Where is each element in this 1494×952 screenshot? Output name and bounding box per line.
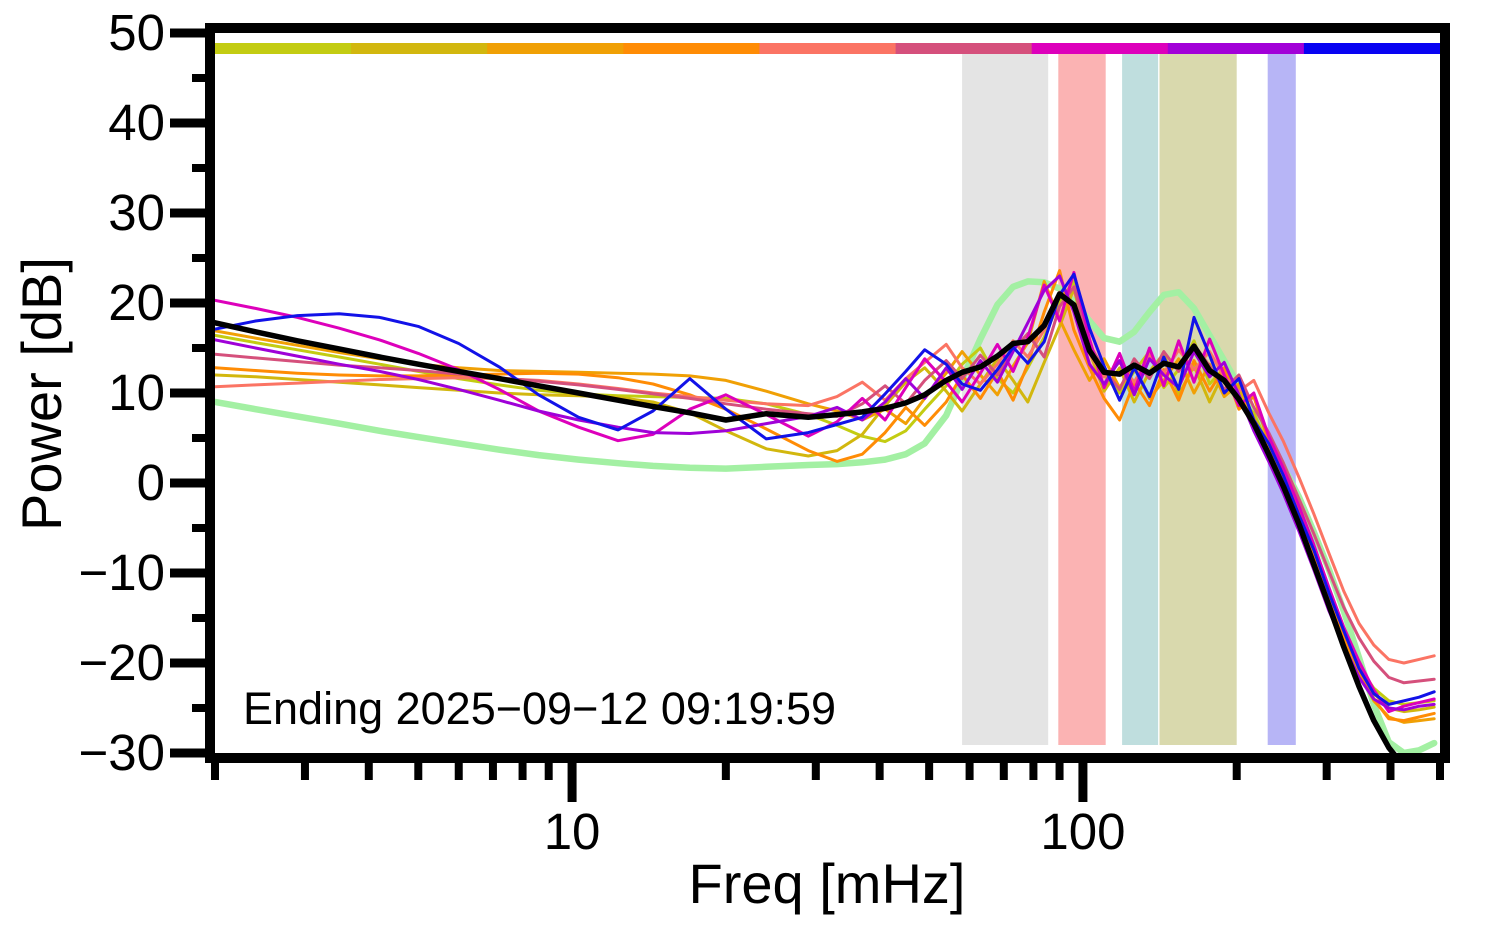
y-tick-label: 50 (108, 4, 165, 61)
time-colorbar (215, 43, 1440, 54)
plot-frame (205, 23, 1450, 763)
time-colorbar-segment (1303, 43, 1440, 54)
x-axis-title: Freq [mHz] (688, 852, 966, 915)
y-tick-label: −30 (78, 724, 165, 781)
y-tick-label: −20 (78, 634, 165, 691)
curve-segment-7 (215, 270, 1436, 714)
curve-segment-2 (215, 287, 1436, 714)
y-tick-label: 40 (108, 94, 165, 151)
ending-time-annotation: Ending 2025−09−12 09:19:59 (243, 683, 837, 734)
time-colorbar-segment (215, 43, 352, 54)
x-tick-label: 10 (543, 803, 601, 860)
band-olive (1159, 53, 1237, 745)
y-tick-label: 0 (136, 454, 165, 511)
spectra-curves (215, 269, 1438, 753)
curve-segment-9 (215, 272, 1436, 706)
curve-mean (215, 291, 1397, 753)
band-lavender (1267, 53, 1296, 745)
time-colorbar-segment (1167, 43, 1305, 54)
curve-segment-6 (215, 285, 1436, 685)
band-gray (962, 53, 1049, 745)
time-colorbar-segment (487, 43, 624, 54)
time-colorbar-segment (351, 43, 488, 54)
curve-segment-8 (215, 274, 1436, 712)
time-colorbar-segment (623, 43, 760, 54)
y-tick-label: 20 (108, 274, 165, 331)
y-tick-label: 10 (108, 364, 165, 421)
band-pink (1058, 53, 1106, 745)
curve-segment-4 (215, 269, 1436, 723)
y-tick-label: −10 (78, 544, 165, 601)
plot-area (215, 43, 1440, 753)
time-colorbar-segment (1031, 43, 1169, 54)
x-tick-label: 100 (1040, 803, 1126, 860)
time-colorbar-segment (759, 43, 897, 54)
y-tick-label: 30 (108, 184, 165, 241)
time-colorbar-segment (895, 43, 1033, 54)
